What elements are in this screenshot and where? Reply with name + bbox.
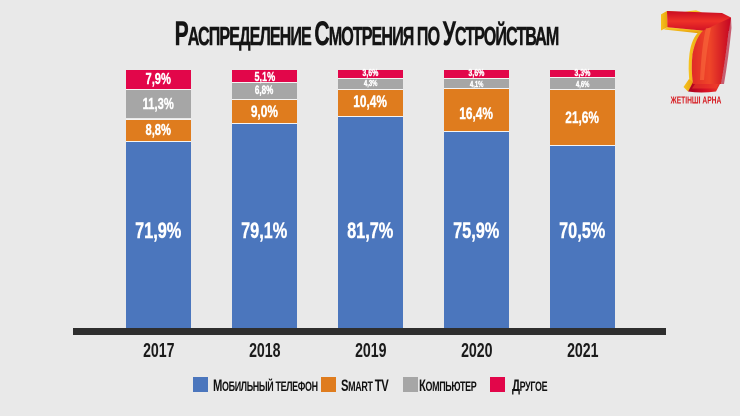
svg-text:ЖЕТІНШІ АРНА: ЖЕТІНШІ АРНА	[670, 94, 721, 106]
